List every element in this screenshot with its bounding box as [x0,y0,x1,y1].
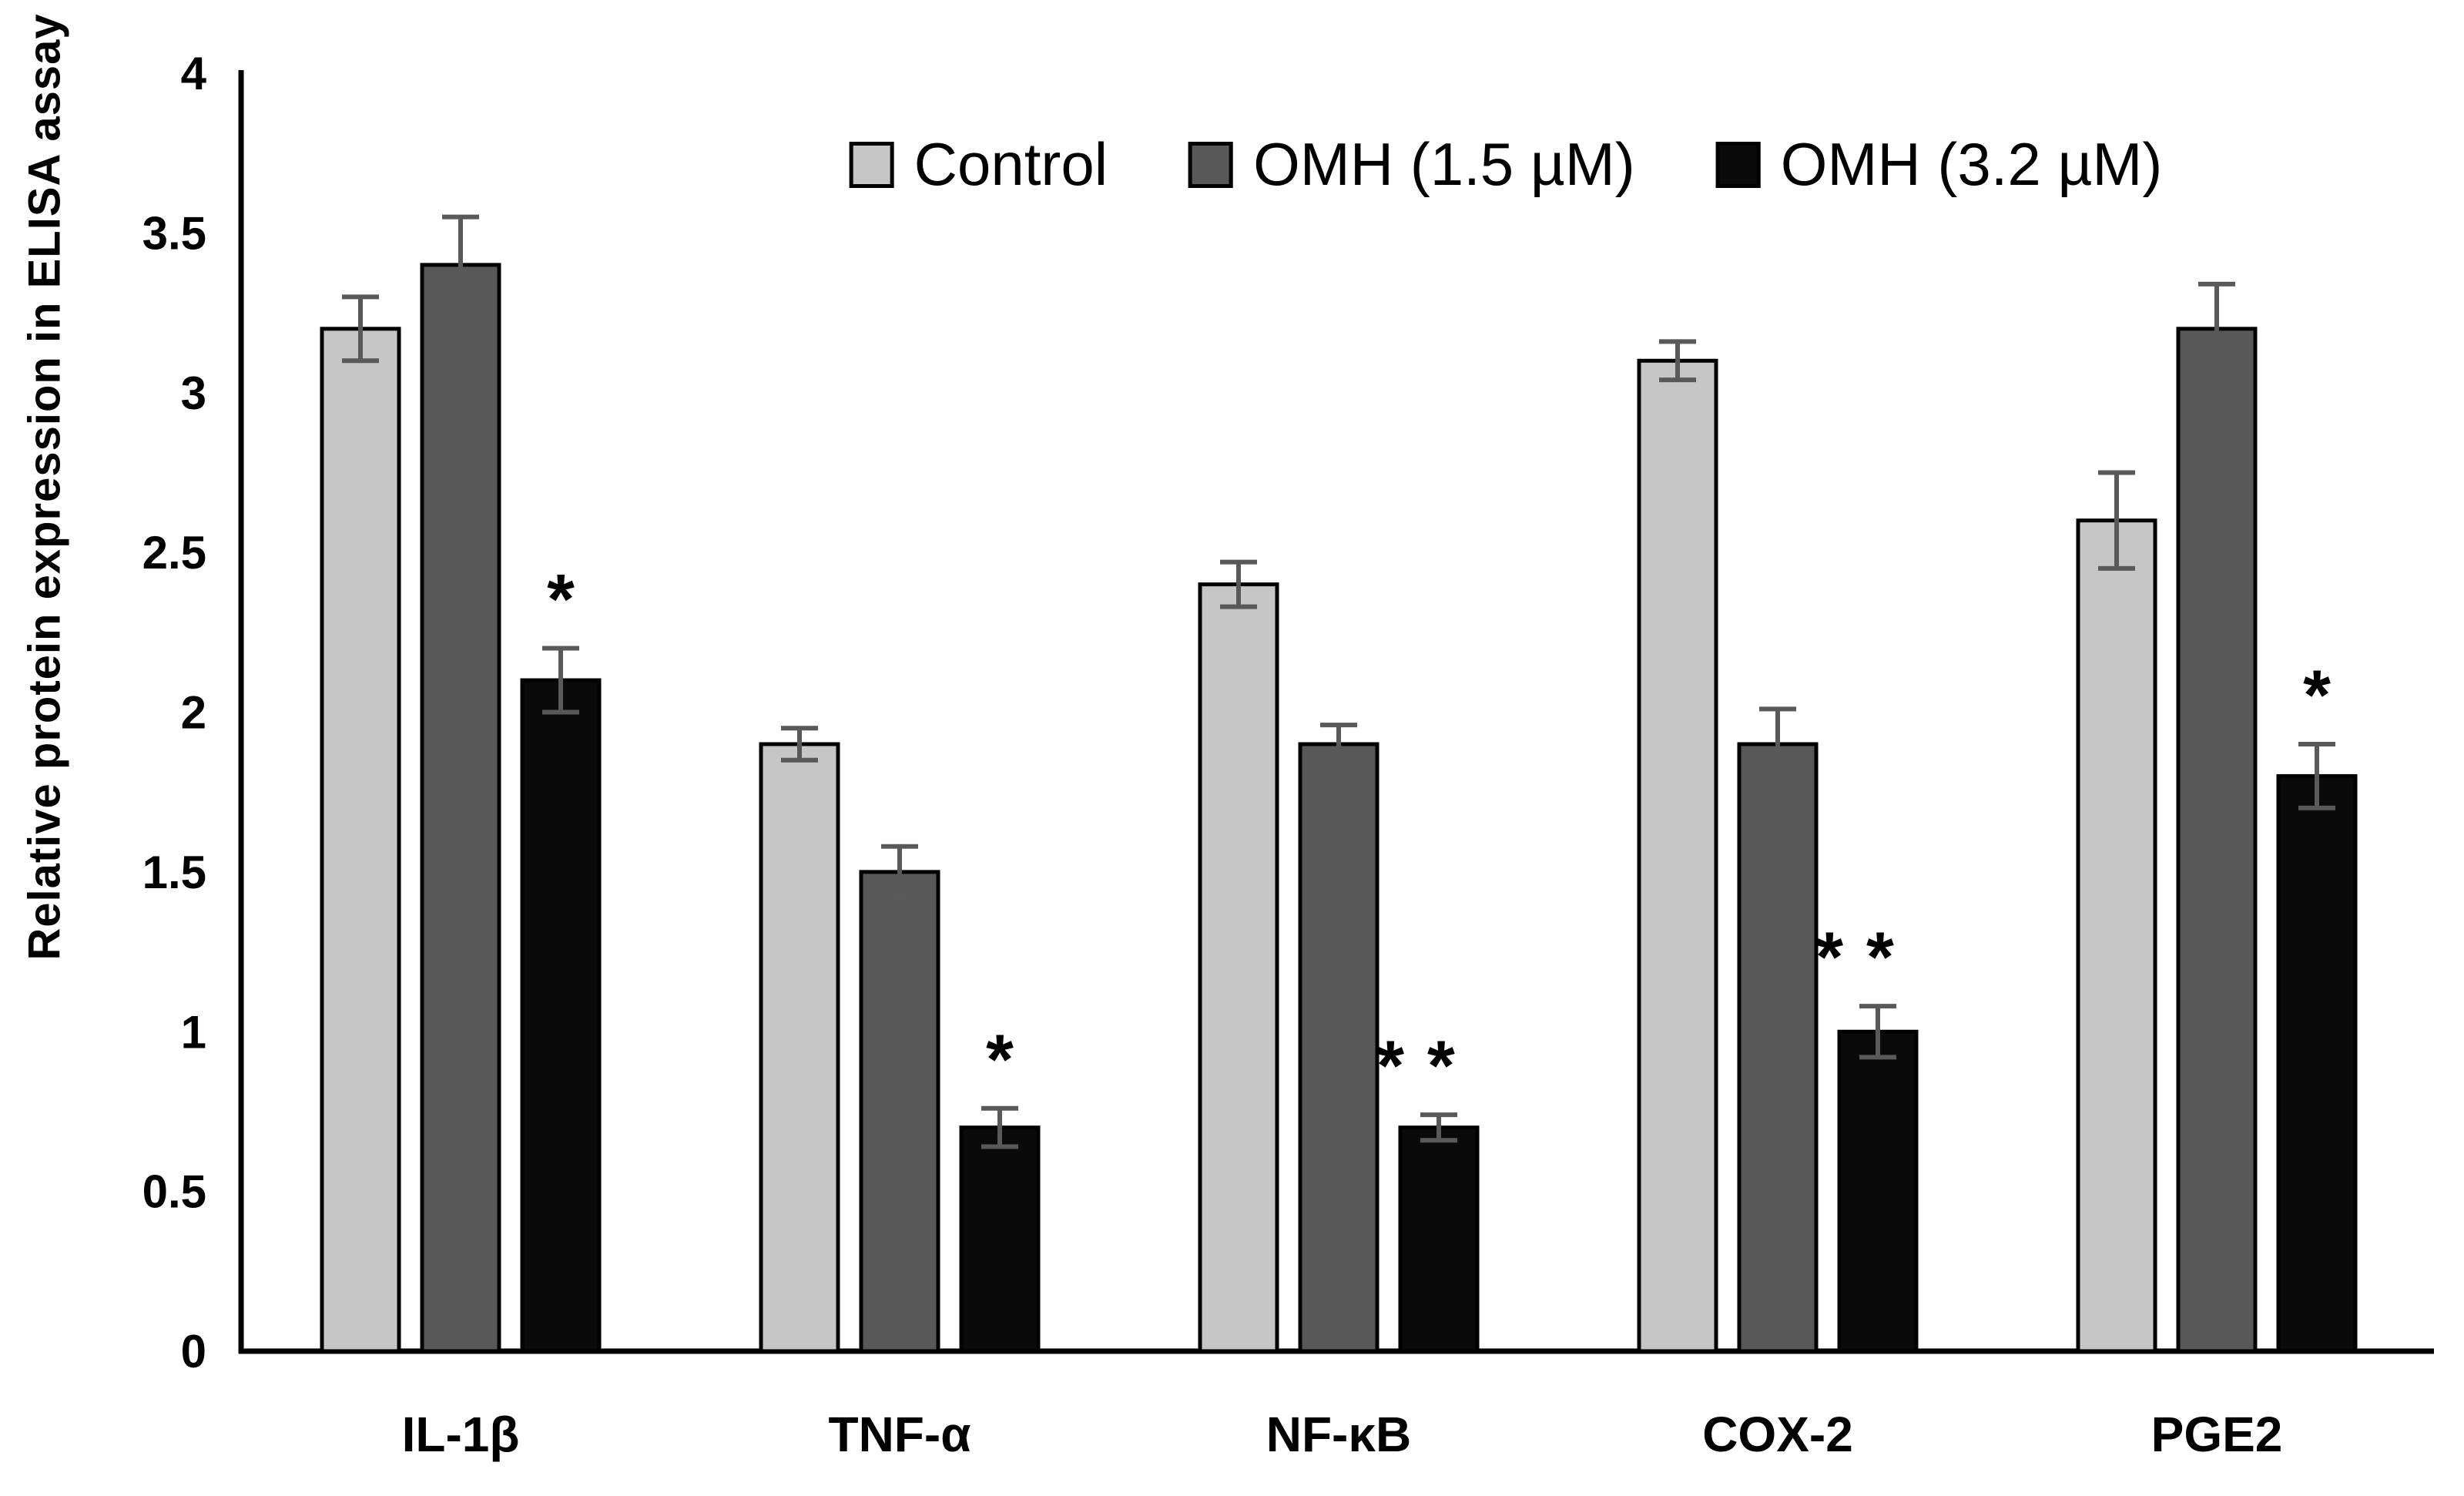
bar [1298,742,1380,1353]
bar [2276,773,2358,1353]
legend-swatch-icon [849,141,894,188]
bar [2076,518,2157,1353]
legend-swatch-icon [1715,141,1761,188]
chart-legend: Control OMH (1.5 µM) OMH (3.2 µM) [849,129,2163,200]
significance-asterisk: * [547,561,575,639]
bar [1398,1125,1480,1353]
bar [1198,582,1279,1353]
y-tick-label: 1.5 [142,847,206,898]
bar [859,870,940,1353]
bar [420,263,501,1353]
x-category-label: IL-1β [402,1407,520,1462]
significance-asterisk: * [986,1021,1014,1099]
significance-asterisk: * [2303,656,2331,735]
x-category-label: NF-κB [1266,1407,1412,1462]
legend-label: OMH (3.2 µM) [1780,130,2163,198]
x-category-label: TNF-α [828,1407,971,1462]
bar [1837,1029,1919,1353]
significance-asterisk: ** [1376,1027,1478,1105]
y-tick-label: 2.5 [142,527,206,579]
legend-swatch-icon [1188,141,1234,188]
x-category-label: PGE2 [2151,1407,2283,1462]
y-tick-label: 1 [181,1006,206,1058]
y-tick-label: 3.5 [142,207,206,259]
bar [1737,742,1819,1353]
significance-asterisk: ** [1815,918,1917,997]
y-tick-label: 3 [181,367,206,419]
bar [759,742,840,1353]
bar [320,327,401,1353]
y-tick-label: 4 [181,48,207,99]
x-category-label: COX-2 [1702,1407,1853,1462]
y-tick-label: 2 [181,687,206,739]
bar [520,678,602,1353]
y-tick-label: 0.5 [142,1166,206,1218]
bar [1637,358,1718,1353]
legend-label: OMH (1.5 µM) [1253,130,1635,198]
legend-label: Control [914,130,1108,198]
y-axis-title: Relative protein expression in ELISA ass… [19,13,70,961]
legend-item: OMH (3.2 µM) [1715,129,2163,200]
y-tick-label: 0 [181,1326,206,1377]
legend-item: Control [849,129,1108,200]
bar [2176,327,2258,1353]
bar [959,1125,1041,1353]
legend-item: OMH (1.5 µM) [1188,129,1635,200]
